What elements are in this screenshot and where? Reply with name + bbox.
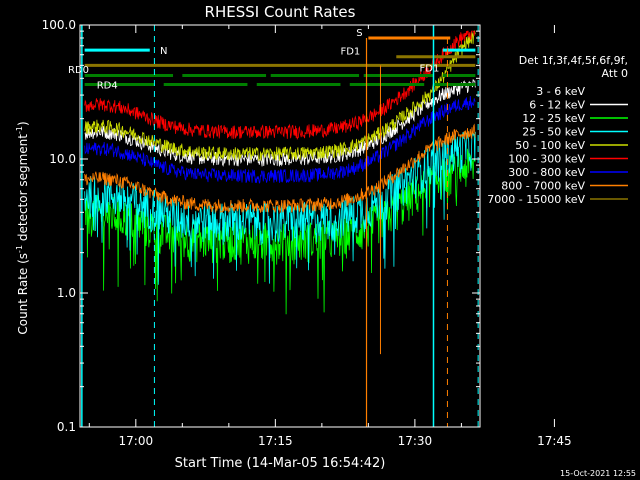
fd1-label: FD1: [340, 47, 360, 58]
n-label: N: [160, 46, 167, 57]
timestamp: 15-Oct-2021 12:55: [560, 469, 636, 478]
legend-label: 100 - 300 keV: [508, 153, 585, 166]
legend-label: 7000 - 15000 keV: [487, 193, 585, 206]
legend-label: 12 - 25 keV: [522, 112, 585, 125]
y-tick-label: 100.0: [42, 18, 76, 32]
series-line: [84, 108, 476, 197]
y-tick-label: 1.0: [57, 286, 76, 300]
series-line: [84, 29, 476, 162]
x-tick-label: 17:45: [537, 434, 572, 448]
rd4-label: RD4: [97, 80, 118, 91]
legend-label: 300 - 800 keV: [508, 166, 585, 179]
legend-label: 6 - 12 keV: [529, 99, 585, 112]
series-line: [84, 123, 476, 214]
s-label: S: [356, 28, 362, 39]
x-tick-label: 17:15: [258, 434, 293, 448]
y-tick-label: 10.0: [49, 152, 76, 166]
fd1-label-2: FD1: [420, 63, 440, 74]
legend-header-line2: Att 0: [602, 67, 628, 80]
legend-label: 800 - 7000 keV: [501, 180, 585, 193]
y-tick-label: 0.1: [57, 420, 76, 434]
legend-label: 25 - 50 keV: [522, 126, 585, 139]
legend: Det 1f,3f,4f,5f,6f,9f, Att 0 3 - 6 keV6 …: [487, 54, 628, 206]
plot-frame: [79, 24, 481, 428]
x-tick-label: 17:30: [398, 434, 433, 448]
legend-label: 3 - 6 keV: [536, 85, 585, 98]
x-axis-label: Start Time (14-Mar-05 16:54:42): [175, 456, 386, 471]
rd0-label: RD0: [68, 65, 89, 76]
legend-label: 50 - 100 keV: [515, 139, 585, 152]
series-line: [84, 30, 476, 141]
series-line: [84, 129, 476, 285]
y-axis-label: Count Rate (s-1 detector segment-1): [15, 121, 30, 334]
series-line: [84, 148, 476, 315]
series-line: [84, 95, 476, 184]
chart-title: RHESSI Count Rates: [205, 3, 356, 21]
x-tick-label: 17:00: [119, 434, 154, 448]
legend-header-line1: Det 1f,3f,4f,5f,6f,9f,: [519, 54, 628, 67]
